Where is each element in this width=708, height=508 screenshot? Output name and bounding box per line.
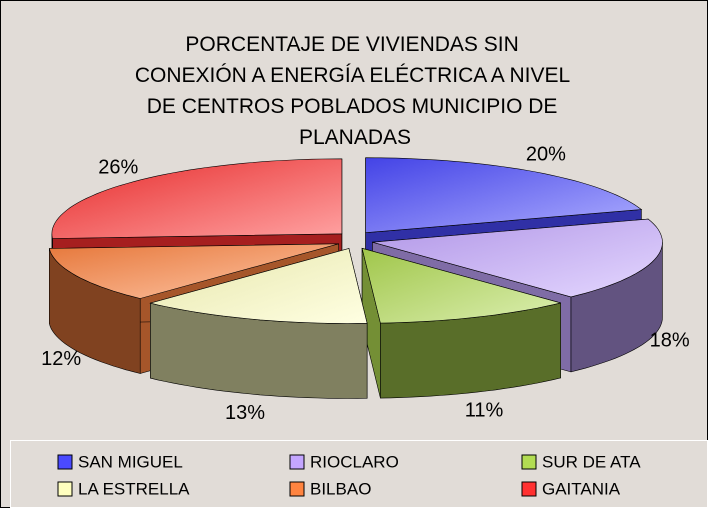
data-label: 26%: [98, 156, 138, 178]
data-label: 20%: [526, 143, 566, 165]
data-label: 12%: [41, 348, 81, 370]
legend-label: LA ESTRELLA: [78, 479, 190, 498]
slice: [365, 157, 643, 234]
slice: [48, 243, 339, 299]
legend-swatch: [289, 454, 305, 470]
legend-label: RIOCLARO: [310, 452, 399, 471]
legend-swatch: [57, 481, 73, 497]
data-label: 13%: [225, 402, 265, 424]
legend-label: SUR DE ATA: [542, 452, 641, 471]
chart-title: PORCENTAJE DE VIVIENDAS SIN CONEXIÓN A E…: [135, 33, 575, 149]
slice: [51, 158, 343, 239]
legend-swatch: [289, 481, 305, 497]
legend-label: GAITANIA: [542, 479, 621, 498]
legend-swatch: [521, 454, 537, 470]
legend-label: BILBAO: [310, 479, 371, 498]
slice: [149, 248, 368, 399]
legend-box: [10, 440, 708, 508]
slice: [149, 248, 368, 324]
data-label: 11%: [465, 400, 504, 422]
data-label: 18%: [650, 329, 690, 351]
slice: [361, 247, 561, 399]
legend-swatch: [521, 481, 537, 497]
slice: [361, 247, 561, 324]
legend-swatch: [57, 454, 73, 470]
legend-label: SAN MIGUEL: [78, 452, 183, 471]
slice: [372, 218, 663, 298]
